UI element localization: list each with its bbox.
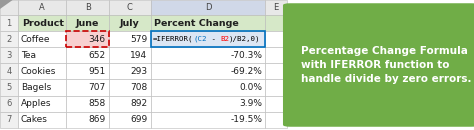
- Text: C: C: [127, 3, 133, 12]
- Bar: [66, 112, 109, 128]
- Text: B: B: [85, 3, 91, 12]
- Text: A: A: [39, 3, 45, 12]
- Text: June: June: [76, 18, 100, 28]
- Bar: [265, 47, 287, 63]
- Bar: [18, 79, 66, 96]
- Bar: [18, 15, 66, 31]
- Bar: [66, 0, 109, 15]
- Bar: [151, 63, 265, 79]
- Bar: [109, 0, 151, 15]
- Text: (C2: (C2: [193, 36, 207, 42]
- Text: 3: 3: [6, 51, 12, 60]
- Bar: [18, 112, 66, 128]
- Bar: [151, 0, 265, 15]
- Bar: [109, 15, 151, 31]
- Bar: [265, 112, 287, 128]
- Text: 951: 951: [89, 67, 106, 76]
- Bar: [265, 15, 287, 31]
- Bar: [66, 79, 109, 96]
- Text: July: July: [120, 18, 140, 28]
- Bar: [151, 112, 265, 128]
- Text: 707: 707: [89, 83, 106, 92]
- Text: Cookies: Cookies: [21, 67, 56, 76]
- Bar: [151, 96, 265, 112]
- Text: =IFERROR(: =IFERROR(: [153, 36, 193, 42]
- Bar: [66, 31, 109, 47]
- Bar: [151, 31, 265, 47]
- Text: Coffee: Coffee: [21, 35, 50, 44]
- Text: -19.5%: -19.5%: [230, 115, 263, 124]
- Text: E: E: [273, 3, 279, 12]
- Bar: [0, 31, 18, 47]
- Bar: [265, 31, 287, 47]
- Bar: [66, 15, 109, 31]
- Bar: [151, 31, 265, 47]
- Text: Percent Change: Percent Change: [154, 18, 238, 28]
- Text: 858: 858: [89, 99, 106, 108]
- Text: 194: 194: [130, 51, 147, 60]
- Polygon shape: [0, 0, 13, 9]
- Text: B2: B2: [220, 36, 229, 42]
- Text: 892: 892: [130, 99, 147, 108]
- Bar: [18, 96, 66, 112]
- Bar: [66, 63, 109, 79]
- Text: 579: 579: [130, 35, 147, 44]
- Text: 3.9%: 3.9%: [239, 99, 263, 108]
- Bar: [109, 31, 151, 47]
- Bar: [109, 112, 151, 128]
- Text: 293: 293: [130, 67, 147, 76]
- Bar: [265, 79, 287, 96]
- Bar: [66, 96, 109, 112]
- Text: 0.0%: 0.0%: [239, 83, 263, 92]
- Text: )/B2,0): )/B2,0): [229, 36, 261, 42]
- Bar: [66, 47, 109, 63]
- Text: Percentage Change Formula
with IFERROR function to
handle divide by zero errors.: Percentage Change Formula with IFERROR f…: [301, 46, 471, 84]
- Bar: [0, 112, 18, 128]
- Text: 5: 5: [6, 83, 12, 92]
- Bar: [0, 63, 18, 79]
- Text: 708: 708: [130, 83, 147, 92]
- Bar: [18, 47, 66, 63]
- Text: 652: 652: [89, 51, 106, 60]
- Text: 7: 7: [6, 115, 12, 124]
- Text: D: D: [205, 3, 211, 12]
- Text: -70.3%: -70.3%: [230, 51, 263, 60]
- Text: 869: 869: [89, 115, 106, 124]
- Bar: [0, 0, 18, 15]
- Text: Tea: Tea: [21, 51, 36, 60]
- Text: Bagels: Bagels: [21, 83, 51, 92]
- Bar: [265, 96, 287, 112]
- Bar: [18, 31, 66, 47]
- Text: 4: 4: [6, 67, 12, 76]
- Bar: [109, 96, 151, 112]
- Text: Apples: Apples: [21, 99, 51, 108]
- Bar: [0, 15, 18, 31]
- Bar: [151, 47, 265, 63]
- Bar: [109, 47, 151, 63]
- Bar: [0, 96, 18, 112]
- Text: 2: 2: [6, 35, 12, 44]
- Bar: [109, 79, 151, 96]
- Bar: [0, 79, 18, 96]
- Text: -69.2%: -69.2%: [231, 67, 263, 76]
- Text: Cakes: Cakes: [21, 115, 48, 124]
- Bar: [151, 79, 265, 96]
- FancyBboxPatch shape: [283, 3, 474, 127]
- Text: 6: 6: [6, 99, 12, 108]
- Bar: [18, 63, 66, 79]
- Text: Product: Product: [22, 18, 64, 28]
- Text: -: -: [207, 36, 220, 42]
- Bar: [109, 63, 151, 79]
- Bar: [0, 47, 18, 63]
- Bar: [265, 63, 287, 79]
- Bar: [18, 0, 66, 15]
- Bar: [66, 31, 109, 47]
- Text: 699: 699: [130, 115, 147, 124]
- Bar: [265, 0, 287, 15]
- Bar: [151, 15, 265, 31]
- Text: 1: 1: [6, 18, 12, 28]
- Text: 346: 346: [89, 35, 106, 44]
